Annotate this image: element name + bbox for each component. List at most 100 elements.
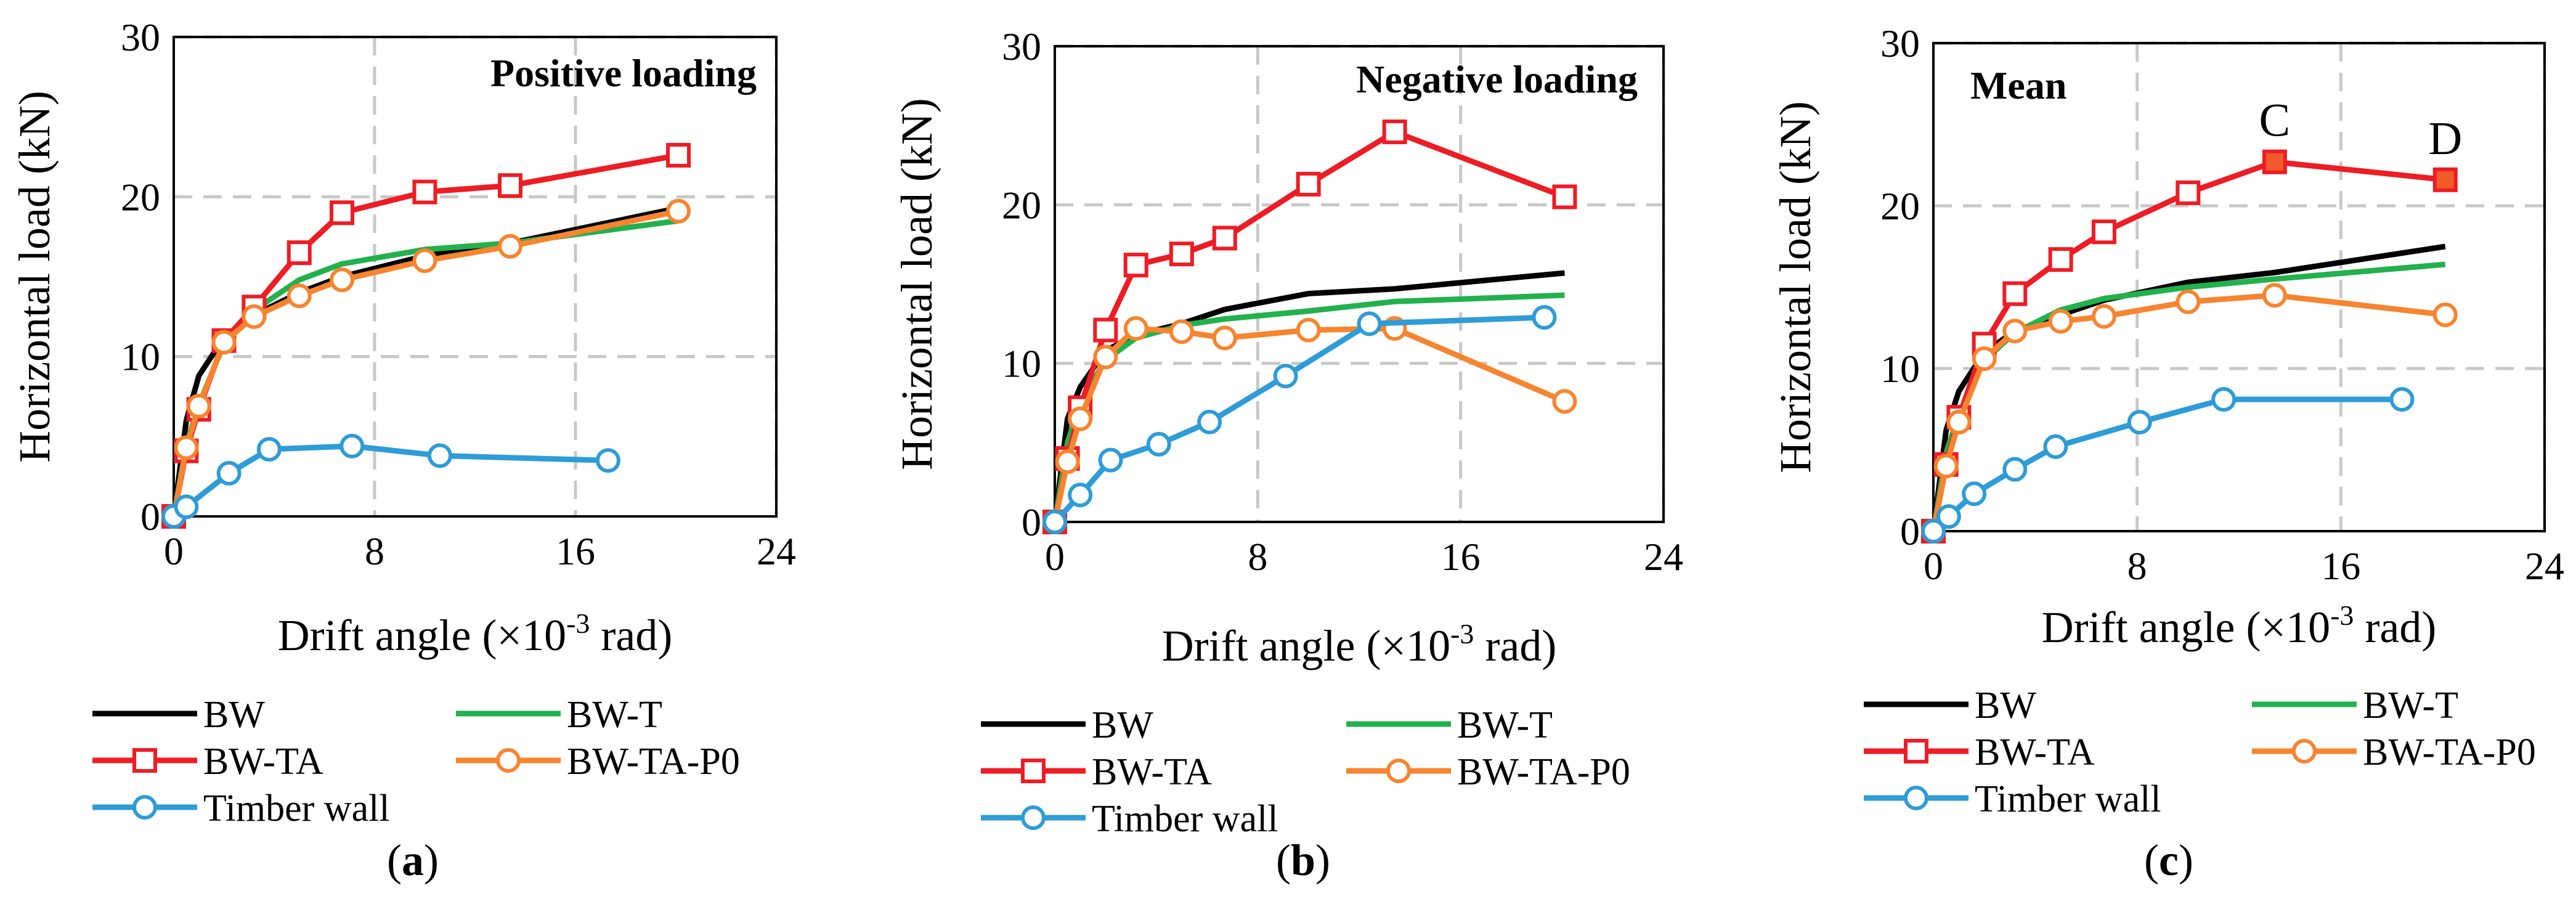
series-line — [1052, 325, 1566, 523]
data-point-marker — [1296, 317, 1321, 343]
data-point-marker — [242, 304, 267, 329]
y-axis-label: Horizontal load (kN) — [10, 91, 59, 463]
data-point-marker — [1169, 242, 1194, 267]
legend: BW BW-T BW-TA BW-TA-P0 Timber wall — [1864, 685, 2536, 820]
data-point-marker — [1093, 317, 1118, 343]
legend-label: BW-TA-P0 — [1457, 751, 1630, 793]
data-point-marker — [666, 198, 691, 224]
legend-label: BW-TA — [1975, 731, 2095, 773]
data-point-marker — [2048, 247, 2073, 272]
x-tick-label: 0 — [1045, 535, 1065, 579]
data-point-marker — [339, 433, 365, 458]
chart-panel-3: 0 8 16 24 0 10 20 30 Horizontal load (kN) Drift a… — [1771, 22, 2564, 885]
legend-label: BW-TA — [203, 741, 323, 783]
legend: BW BW-T BW-TA BW-TA-P0 Timber wall — [92, 694, 740, 829]
legend-label: Timber wall — [1975, 778, 2161, 820]
legend-swatch-marker — [2292, 739, 2317, 763]
y-tick-label: 0 — [1022, 500, 1041, 544]
x-axis-label: Drift angle (×10-3 rad) — [1162, 618, 1557, 670]
annotation-label: D — [2428, 113, 2462, 165]
x-tick-label: 8 — [365, 529, 384, 573]
y-tick-label: 20 — [1880, 184, 1920, 228]
plot-frame — [1054, 45, 1665, 523]
legend-swatch-marker — [1021, 805, 1046, 830]
data-point-marker — [174, 435, 199, 460]
series-line — [171, 208, 679, 517]
y-tick-label: 30 — [1880, 22, 1920, 65]
data-point-marker — [2432, 167, 2458, 192]
data-point-marker — [1055, 449, 1080, 474]
legend-swatch-marker — [132, 795, 157, 820]
data-point-marker — [1552, 389, 1577, 414]
x-tick-label: 8 — [1248, 535, 1267, 579]
legend-label: BW-TA-P0 — [567, 741, 740, 783]
data-point-marker — [2262, 283, 2287, 308]
data-point-marker — [216, 460, 242, 486]
data-point-marker — [1146, 431, 1171, 457]
legend-item: BW-T — [456, 694, 662, 736]
legend-item: BW-TA-P0 — [1346, 751, 1630, 793]
data-point-marker — [1382, 119, 1407, 144]
y-tick-label: 0 — [140, 495, 160, 539]
legend-item: Timber wall — [92, 788, 390, 829]
data-point-marker — [1962, 481, 1987, 507]
legend-item: BW-TA — [92, 741, 323, 783]
legend-label: Timber wall — [203, 788, 390, 829]
legend-item: Timber wall — [981, 798, 1278, 840]
data-point-marker — [2389, 387, 2415, 412]
series-line — [1052, 314, 1545, 524]
data-point-marker — [1552, 184, 1577, 210]
data-point-marker — [1212, 325, 1237, 351]
panel-label: (b) — [1276, 836, 1330, 885]
data-point-marker — [1042, 510, 1067, 534]
data-point-marker — [2127, 410, 2152, 435]
y-tick-label: 30 — [121, 15, 160, 59]
data-point-marker — [2002, 281, 2028, 306]
legend-item: BW-TA — [1864, 731, 2095, 773]
x-tick-label: 0 — [164, 529, 184, 573]
data-point-marker — [1212, 226, 1237, 251]
series-line — [172, 443, 609, 519]
data-point-marker — [1068, 482, 1093, 508]
legend-item: BW-TA-P0 — [456, 741, 740, 783]
chart-title: Positive loading — [490, 51, 757, 95]
data-point-marker — [1972, 346, 1997, 372]
legend-label: BW-T — [567, 694, 662, 736]
x-tick-label: 24 — [2525, 544, 2564, 588]
legend-label: BW-TA — [1092, 751, 1212, 793]
data-point-marker — [1532, 305, 1557, 330]
data-point-marker — [1357, 311, 1382, 336]
series-timber-wall — [1042, 305, 1557, 534]
data-point-marker — [498, 234, 523, 259]
legend-label: BW — [203, 694, 265, 736]
series-timber-wall — [1921, 387, 2415, 544]
data-point-marker — [1123, 316, 1148, 341]
legend-swatch-marker — [1904, 786, 1928, 810]
x-tick-label: 16 — [2321, 544, 2360, 588]
y-tick-label: 10 — [121, 335, 160, 379]
data-point-marker — [1921, 519, 1946, 544]
x-tick-label: 24 — [757, 529, 796, 573]
x-axis-label: Drift angle (×10-3 rad) — [278, 608, 673, 660]
legend-label: BW — [1092, 704, 1153, 746]
series-bw-ta-p0 — [161, 198, 691, 529]
data-point-marker — [1936, 504, 1961, 529]
legend-label: BW-TA-P0 — [2363, 731, 2536, 773]
series-bw-ta-p0 — [1921, 283, 2458, 544]
data-point-marker — [2432, 302, 2458, 327]
chart-panel-2: 0 8 16 24 0 10 20 30 Horizontal load (kN) Drift a… — [892, 25, 1683, 885]
data-point-marker — [498, 173, 523, 198]
y-tick-label: 30 — [1002, 25, 1041, 68]
legend-swatch-marker — [1904, 739, 1928, 763]
legend-label: Timber wall — [1092, 798, 1278, 840]
legend: BW BW-T BW-TA BW-TA-P0 Timber wall — [981, 704, 1630, 840]
data-point-marker — [1197, 409, 1222, 434]
x-tick-label: 16 — [556, 529, 595, 573]
x-tick-label: 0 — [1924, 544, 1943, 588]
chart-panel-1: 0 8 16 24 0 10 20 30 Horizontal load (kN) Drift a… — [10, 15, 796, 885]
data-point-marker — [2211, 387, 2237, 412]
legend-item: BW-T — [2252, 685, 2458, 727]
legend-item: BW-TA-P0 — [2252, 731, 2536, 773]
x-tick-label: 16 — [1441, 535, 1481, 579]
x-axis-label: Drift angle (×10-3 rad) — [2042, 600, 2437, 652]
